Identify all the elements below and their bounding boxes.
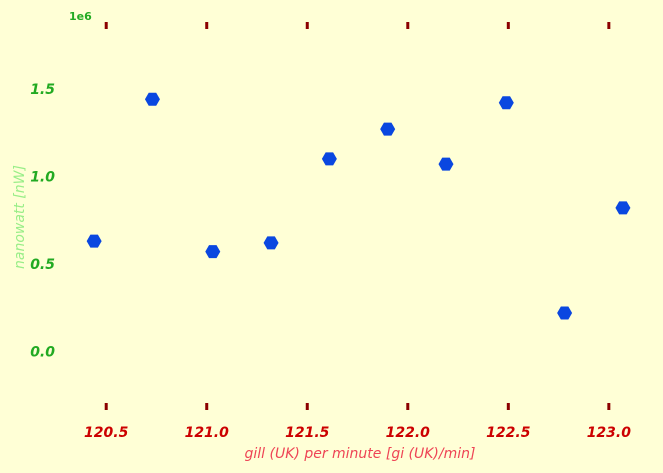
y-tick-label: 0.5 xyxy=(30,257,55,273)
y-tick-label: 0.0 xyxy=(30,344,55,360)
data-points xyxy=(86,92,631,320)
x-tick-label: 122.5 xyxy=(486,425,531,441)
data-point xyxy=(498,96,514,110)
x-tick-label: 120.5 xyxy=(84,425,129,441)
y-axis-label: nanowatt [nW] xyxy=(12,165,28,269)
x-tick-label: 121.5 xyxy=(285,425,330,441)
bottom-tick-marks xyxy=(104,403,611,410)
y-offset-label: 1e6 xyxy=(69,10,92,23)
top-tick-marks xyxy=(104,22,611,29)
y-tick-labels: 0.0 0.5 1.0 1.5 xyxy=(30,82,55,361)
data-point xyxy=(380,122,396,136)
x-tick-label: 122.0 xyxy=(386,425,431,441)
data-point xyxy=(321,152,337,166)
y-tick-label: 1.5 xyxy=(30,82,55,98)
x-tick-label: 121.0 xyxy=(185,425,230,441)
data-point xyxy=(615,201,631,215)
y-tick-label: 1.0 xyxy=(30,169,55,185)
data-point xyxy=(438,157,454,171)
x-axis-label: gill (UK) per minute [gi (UK)/min] xyxy=(245,446,476,462)
x-tick-label: 123.0 xyxy=(587,425,632,441)
data-point xyxy=(263,236,279,250)
data-point xyxy=(86,234,102,248)
data-point xyxy=(557,306,573,320)
x-tick-labels: 120.5 121.0 121.5 122.0 122.5 123.0 xyxy=(84,425,631,441)
data-point xyxy=(144,92,160,106)
data-point xyxy=(205,245,221,259)
